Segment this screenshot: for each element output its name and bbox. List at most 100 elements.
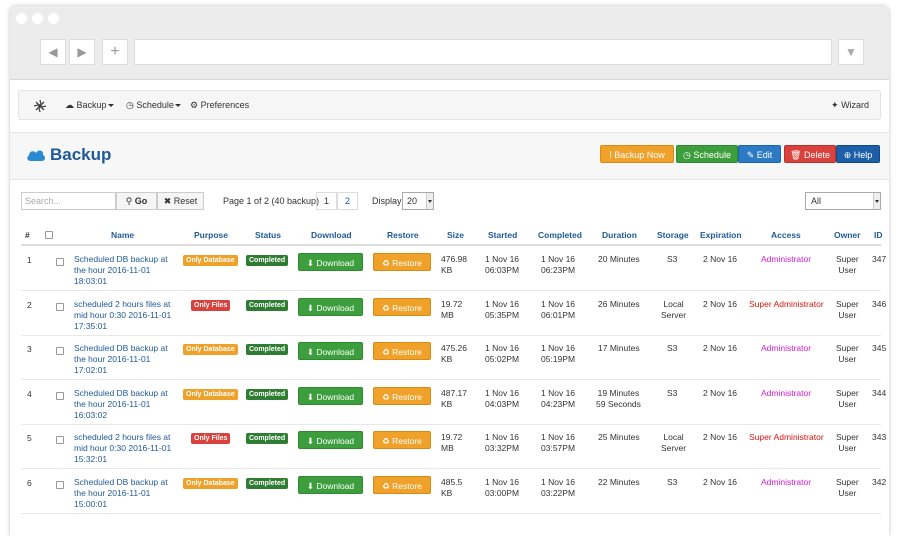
download-label: Download [316,480,355,491]
restore-button[interactable]: ♻ Restore [373,386,431,405]
col-completed[interactable]: Completed [538,230,582,240]
download-button[interactable]: ⬇ Download [298,253,363,271]
row-checkbox[interactable] [56,436,64,444]
duration-line: 26 Minutes [598,298,640,309]
size-line: 19.72 [441,298,463,309]
preferences-menu[interactable]: ⚙ Preferences [190,91,249,119]
table-row[interactable]: 2 scheduled 2 hours files at mid hour 0:3… [21,291,886,336]
help-label: Help [853,150,873,160]
page-link-1[interactable]: 1 [316,192,337,210]
col-size[interactable]: Size [447,230,465,240]
download-button[interactable]: ⬇ Download [298,386,363,405]
browser-menu-icon[interactable]: ▼ [838,39,864,65]
new-tab-plus-icon[interactable]: + [102,39,128,65]
col-name[interactable]: Name [111,230,135,240]
owner-line: Super [836,476,859,487]
table-row[interactable]: 6 Scheduled DB backup at the hour 2016-11… [21,469,886,514]
go-button[interactable]: ⚲ Go [116,192,157,210]
col-download[interactable]: Download [311,230,352,240]
col-expiration[interactable]: Expiration [700,230,742,240]
backup-name-link[interactable]: Scheduled DB backup at the hour 2016-11-0… [74,343,168,376]
window-dot[interactable] [32,13,43,24]
expiration-value: 2 Nov 16 [703,476,738,487]
backup-name-link[interactable]: Scheduled DB backup at the hour 2016-11-0… [74,254,168,287]
col-restore[interactable]: Restore [387,230,419,240]
select-all-checkbox[interactable] [45,231,53,239]
logo-icon[interactable] [33,91,47,119]
table-row[interactable]: 4 Scheduled DB backup at the hour 2016-11… [21,380,886,425]
table-row[interactable]: 5 scheduled 2 hours files at mid hour 0:3… [21,424,886,469]
completed-line: 06:01PM [541,309,576,320]
restore-button[interactable]: ♻ Restore [373,475,431,494]
wizard-menu[interactable]: ✦ Wizard [831,91,869,119]
page-link-2[interactable]: 2 [337,192,358,210]
forward-arrow-icon[interactable]: ▶ [69,39,95,65]
expiration-value: 2 Nov 16 [703,387,738,398]
restore-button[interactable]: ♻ Restore [373,431,431,449]
col-storage[interactable]: Storage [657,230,689,240]
col-access[interactable]: Access [771,230,801,240]
table-row[interactable]: 3 Scheduled DB backup at the hour 2016-11… [21,335,886,380]
backup-name-link[interactable]: scheduled 2 hours files at mid hour 0:30 … [74,299,171,332]
backup-menu-label: Backup [76,100,107,110]
download-button[interactable]: ⬇ Download [298,297,363,316]
download-button[interactable]: ⬇ Download [298,431,363,449]
completed-line: 06:23PM [541,265,576,275]
restore-button[interactable]: ♻ Restore [373,297,431,316]
back-arrow-icon[interactable]: ◀ [40,39,66,65]
help-button[interactable]: ⊕ Help [836,145,880,163]
size-value: 19.72 MB [441,432,462,454]
owner-line: Super [836,298,859,309]
row-number: 2 [27,299,32,310]
row-number: 5 [27,433,32,443]
row-checkbox[interactable] [56,347,64,355]
access-value: Super Administrator [749,432,824,442]
col-started[interactable]: Started [488,230,518,240]
schedule-menu[interactable]: ◷ Schedule [126,91,181,119]
storage-line: Local [663,298,684,309]
restore-button[interactable]: ♻ Restore [373,342,431,360]
started-line: 1 Nov 16 [485,432,520,442]
select-arrow-icon [426,193,433,209]
completed-line: 03:57PM [541,443,576,453]
window-dot[interactable] [48,13,59,24]
page-info: Page 1 of 2 (40 backup) [223,196,320,206]
schedule-button[interactable]: ◷ Schedule [676,145,738,163]
go-label: Go [134,196,148,206]
backup-name-link[interactable]: scheduled 2 hours files at mid hour 0:30 … [74,432,171,465]
row-checkbox[interactable] [56,302,64,311]
reset-button[interactable]: ✖ Reset [157,192,204,210]
backup-name-link[interactable]: Scheduled DB backup at the hour 2016-11-0… [74,388,168,421]
window-dot[interactable] [16,13,27,24]
backup-now-button[interactable]: ! Backup Now [600,145,674,163]
owner-value: Super User [836,477,859,499]
edit-button[interactable]: ✎ Edit [738,145,781,163]
download-icon: ⬇ [306,347,314,357]
display-select[interactable]: 20 [402,192,434,210]
download-button[interactable]: ⬇ Download [298,342,363,360]
col-id[interactable]: ID [874,230,883,240]
delete-button[interactable]: 🗑 Delete [784,145,836,163]
col-owner[interactable]: Owner [834,230,861,240]
download-icon: ⬇ [306,258,314,268]
download-button[interactable]: ⬇ Download [298,475,363,494]
backup-menu[interactable]: ☁ Backup [65,91,114,119]
search-input[interactable] [21,192,116,210]
size-value: 476.98 KB [441,254,467,276]
col-purpose[interactable]: Purpose [194,230,229,240]
id-value: 344 [872,387,887,398]
col-duration[interactable]: Duration [602,230,637,240]
backup-name-link[interactable]: Scheduled DB backup at the hour 2016-11-0… [74,477,168,510]
display-value: 20 [407,196,418,206]
download-icon: ⬇ [306,480,314,491]
row-checkbox[interactable] [56,391,64,400]
address-bar[interactable] [134,39,832,65]
filter-select[interactable]: All [805,192,881,210]
size-line: 19.72 [441,432,463,442]
table-row[interactable]: 1 Scheduled DB backup at the hour 2016-11… [21,246,886,291]
restore-button[interactable]: ♻ Restore [373,253,431,271]
row-checkbox[interactable] [56,480,64,489]
row-checkbox[interactable] [56,258,64,266]
started-value: 1 Nov 16 05:35PM [485,299,519,321]
col-status[interactable]: Status [255,230,281,240]
